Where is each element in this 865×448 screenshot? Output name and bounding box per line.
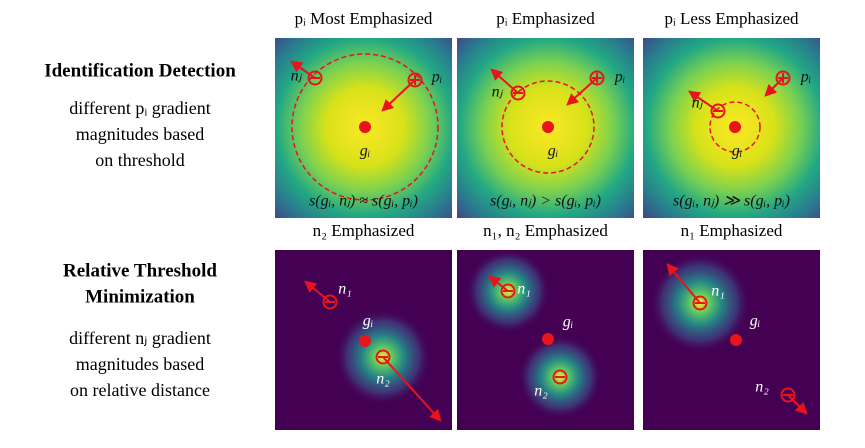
threshold-circle <box>501 80 595 174</box>
panel-title: n₁ Emphasized <box>681 221 783 240</box>
point-label: gᵢ <box>732 143 743 160</box>
point-label: gᵢ <box>363 313 374 330</box>
positive-point <box>775 70 791 86</box>
gradient-arrow <box>488 275 509 292</box>
gradient-arrow <box>764 77 784 97</box>
anchor-point <box>542 121 554 133</box>
point-label: n₁ <box>711 283 725 300</box>
point-label: nⱼ <box>291 68 303 85</box>
negative-point <box>307 70 323 86</box>
gradient-arrow <box>304 280 331 303</box>
anchor-point <box>729 121 741 133</box>
negative-point <box>322 294 338 310</box>
negative-point <box>500 283 516 299</box>
row-description: on threshold <box>95 150 185 170</box>
negative-point <box>710 103 726 119</box>
gradient-arrow <box>290 60 316 79</box>
threshold-circle <box>709 101 761 153</box>
row-description: magnitudes based <box>76 354 204 374</box>
row-description: different nⱼ gradient <box>69 328 211 348</box>
point-label: pᵢ <box>614 69 626 86</box>
panel-title: pᵢ Emphasized <box>496 9 595 28</box>
positive-point <box>407 72 423 88</box>
equation: s(gᵢ, nⱼ) ≈ s(gᵢ, pᵢ) <box>309 193 418 210</box>
anchor-point <box>359 335 371 347</box>
point-label: n₁ <box>517 281 531 298</box>
row-title: Relative Threshold <box>63 260 217 281</box>
anchor-point <box>542 333 554 345</box>
negative-point <box>552 369 568 385</box>
equation: s(gᵢ, nⱼ) > s(gᵢ, pᵢ) <box>490 193 601 210</box>
row-title: Minimization <box>85 286 195 307</box>
gradient-arrow <box>666 263 701 304</box>
anchor-point <box>359 121 371 133</box>
panel-title: n₂ Emphasized <box>313 221 415 240</box>
point-label: gᵢ <box>548 143 559 160</box>
negative-point <box>510 85 526 101</box>
threshold-circle <box>291 53 439 201</box>
row-description: magnitudes based <box>76 124 204 144</box>
point-label: gᵢ <box>750 313 761 330</box>
negative-point <box>375 349 391 365</box>
point-label: nⱼ <box>492 84 504 101</box>
panel-title: pᵢ Less Emphasized <box>664 9 799 28</box>
negative-point <box>692 295 708 311</box>
panel-title: pᵢ Most Emphasized <box>295 9 433 28</box>
anchor-point <box>730 334 742 346</box>
point-label: n₂ <box>755 379 769 396</box>
row-title: Identification Detection <box>44 60 236 81</box>
row-description: different pᵢ gradient <box>69 98 211 118</box>
point-label: n₁ <box>338 281 352 298</box>
gradient-arrow <box>787 394 808 415</box>
point-label: pᵢ <box>431 69 443 86</box>
point-label: n₂ <box>534 383 548 400</box>
positive-point <box>589 70 605 86</box>
point-label: pᵢ <box>800 69 812 86</box>
negative-point <box>780 387 796 403</box>
equation: s(gᵢ, nⱼ) ≫ s(gᵢ, pᵢ) <box>673 193 790 210</box>
row-description: on relative distance <box>70 380 210 400</box>
point-label: nⱼ <box>692 95 704 112</box>
point-label: gᵢ <box>563 314 574 331</box>
point-label: n₂ <box>376 371 390 388</box>
gradient-arrow <box>382 356 442 422</box>
panel-title: n₁, n₂ Emphasized <box>483 221 608 240</box>
point-label: gᵢ <box>360 143 371 160</box>
